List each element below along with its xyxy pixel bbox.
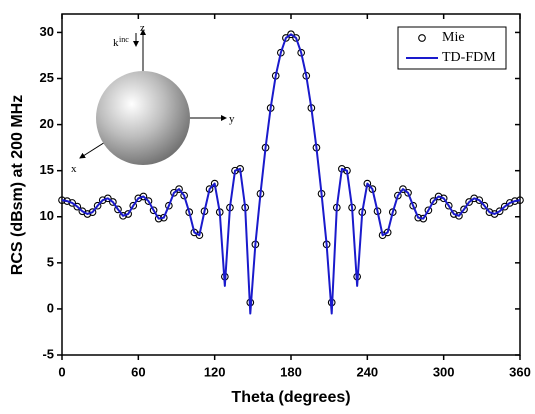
label-z: z	[140, 22, 145, 34]
legend: Mie TD-FDM	[397, 26, 507, 70]
data-point	[124, 210, 133, 218]
y-tick-label: 0	[47, 300, 54, 315]
data-point	[144, 197, 153, 205]
y-tick-label: 25	[40, 70, 54, 85]
data-point	[449, 210, 458, 218]
data-point	[439, 194, 448, 203]
x-tick-label: 0	[58, 364, 65, 379]
x-axis-title: Theta (degrees)	[231, 389, 350, 406]
data-point	[475, 196, 484, 205]
data-point	[282, 34, 290, 42]
data-point	[93, 201, 102, 210]
data-point	[399, 185, 407, 193]
x-tick-label: 60	[131, 364, 145, 379]
data-point	[434, 192, 443, 201]
x-tick-label: 300	[433, 364, 455, 379]
data-point	[139, 192, 148, 201]
legend-label: TD-FDM	[442, 50, 496, 65]
legend-box	[397, 26, 507, 70]
x-tick-label: 240	[356, 364, 378, 379]
data-point	[103, 194, 112, 203]
x-tick-label: 360	[509, 364, 531, 379]
data-point	[149, 206, 158, 215]
data-point	[429, 197, 438, 205]
data-point	[119, 211, 127, 220]
data-point	[109, 198, 117, 206]
label-y: y	[229, 113, 235, 125]
data-point	[287, 30, 295, 39]
data-point	[175, 185, 183, 193]
y-tick-label: 30	[40, 24, 54, 39]
data-point	[165, 201, 173, 210]
data-point	[114, 205, 122, 214]
data-point	[170, 188, 178, 197]
label-inc: inc	[119, 35, 129, 44]
data-point	[404, 188, 412, 197]
data-point	[409, 201, 417, 210]
data-point	[460, 205, 468, 214]
data-point	[292, 34, 300, 42]
data-point	[485, 208, 494, 216]
data-point	[495, 207, 504, 216]
y-tick-label: 15	[40, 162, 54, 177]
y-tick-label: 20	[40, 116, 54, 131]
label-k: k	[113, 37, 119, 49]
data-point	[129, 201, 138, 210]
data-point	[98, 196, 107, 205]
x-tick-label: 180	[280, 364, 302, 379]
y-tick-label: -5	[42, 346, 54, 361]
y-tick-label: 10	[40, 208, 54, 223]
data-point	[470, 194, 479, 203]
data-point	[83, 210, 92, 218]
inset: z y x k inc	[71, 22, 235, 175]
data-point	[480, 201, 489, 210]
data-point	[424, 206, 433, 215]
data-point	[455, 211, 463, 220]
data-point	[465, 198, 473, 206]
legend-swatch	[418, 34, 426, 42]
x-tick-label: 120	[204, 364, 226, 379]
legend-label: Mie	[442, 30, 465, 45]
data-point	[68, 199, 77, 207]
series-line	[61, 33, 521, 315]
y-tick-label: 5	[47, 254, 54, 269]
data-point	[500, 202, 509, 211]
data-point	[73, 202, 82, 211]
data-point	[134, 194, 143, 203]
sphere	[96, 71, 190, 165]
data-point	[505, 199, 514, 207]
label-x: x	[71, 163, 77, 175]
data-point	[444, 201, 453, 210]
data-point	[88, 208, 97, 216]
y-axis-title: RCS (dBsm) at 200 MHz	[9, 95, 26, 275]
